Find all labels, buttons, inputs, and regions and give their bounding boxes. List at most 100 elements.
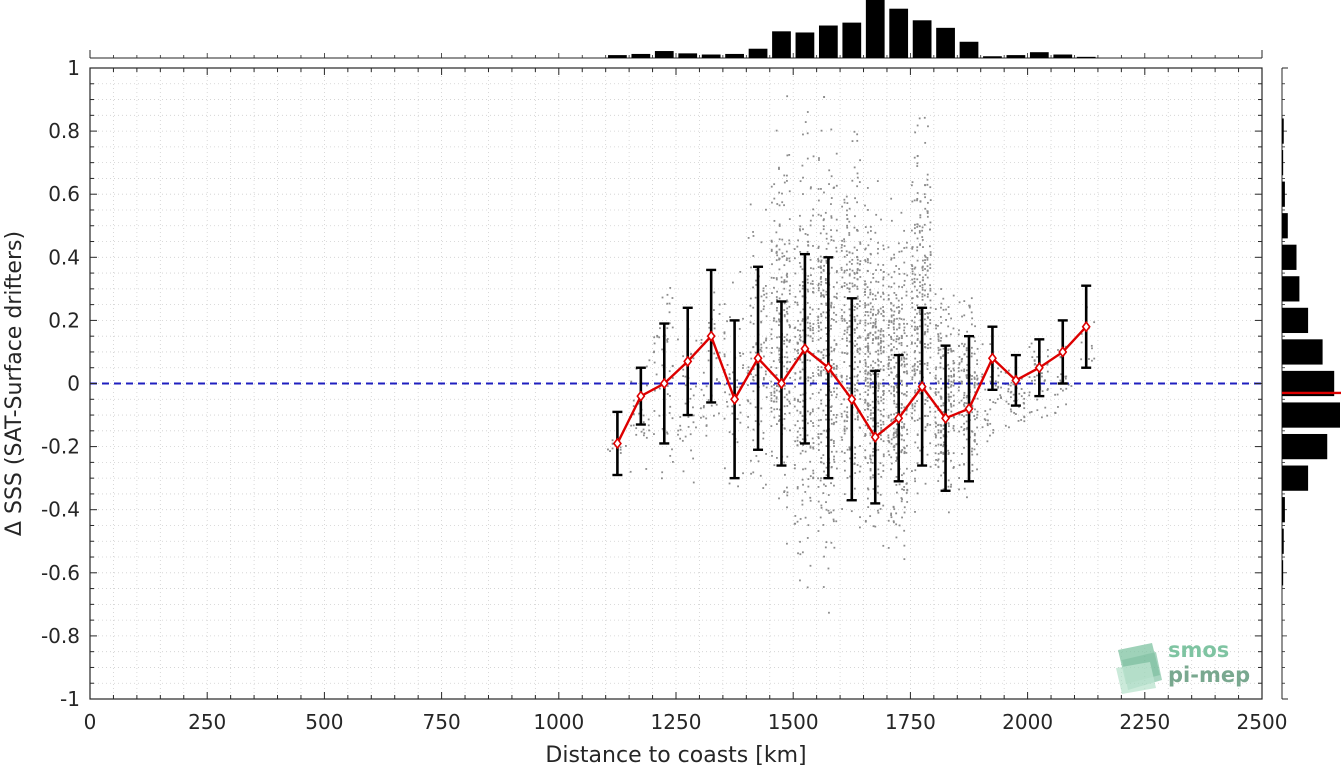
- scatter-point: [960, 369, 963, 372]
- scatter-point: [830, 304, 832, 307]
- scatter-point: [895, 338, 898, 340]
- scatter-point: [890, 371, 893, 374]
- scatter-point: [976, 378, 979, 381]
- scatter-point: [809, 397, 812, 400]
- scatter-point: [1054, 411, 1056, 414]
- scatter-point: [840, 415, 843, 418]
- scatter-point: [963, 446, 965, 449]
- scatter-point: [916, 124, 919, 127]
- scatter-point: [820, 457, 823, 459]
- scatter-point: [825, 232, 828, 235]
- scatter-point: [911, 297, 913, 300]
- top-histogram-bar: [912, 20, 932, 58]
- scatter-point: [923, 283, 926, 286]
- scatter-point: [710, 404, 713, 407]
- scatter-point: [788, 400, 791, 403]
- scatter-point: [781, 201, 784, 204]
- scatter-point: [872, 273, 874, 275]
- scatter-point: [820, 419, 822, 421]
- scatter-point: [882, 398, 885, 401]
- scatter-point: [661, 427, 664, 430]
- scatter-point: [658, 414, 661, 417]
- scatter-point: [643, 432, 646, 435]
- scatter-point: [661, 364, 664, 367]
- scatter-point: [870, 281, 872, 284]
- scatter-point: [882, 309, 885, 312]
- scatter-point: [781, 255, 784, 258]
- scatter-point: [911, 334, 913, 337]
- scatter-point: [799, 452, 802, 455]
- scatter-point: [901, 449, 904, 451]
- scatter-point: [824, 279, 827, 281]
- scatter-point: [820, 283, 822, 286]
- scatter-point: [890, 302, 893, 305]
- scatter-point: [887, 294, 890, 297]
- scatter-point: [923, 116, 926, 119]
- scatter-point: [1091, 347, 1093, 350]
- top-histogram-bar: [1053, 54, 1073, 58]
- scatter-point: [898, 323, 901, 326]
- scatter-point: [882, 306, 884, 308]
- scatter-point: [903, 452, 906, 455]
- scatter-point: [903, 446, 905, 449]
- scatter-point: [825, 304, 828, 306]
- scatter-point: [817, 419, 820, 422]
- scatter-point: [913, 364, 916, 367]
- scatter-point: [827, 494, 830, 496]
- scatter-point: [895, 435, 898, 438]
- scatter-point: [870, 417, 872, 420]
- scatter-point: [818, 159, 820, 161]
- scatter-point: [900, 380, 903, 383]
- scatter-point: [867, 231, 869, 234]
- scatter-point: [875, 280, 878, 283]
- scatter-point: [799, 553, 802, 556]
- scatter-point: [762, 289, 765, 292]
- scatter-point: [911, 282, 914, 285]
- scatter-point: [830, 466, 833, 469]
- scatter-point: [859, 393, 861, 396]
- scatter-point: [794, 358, 796, 360]
- scatter-point: [785, 338, 788, 341]
- scatter-point: [869, 442, 872, 445]
- scatter-point: [934, 308, 937, 311]
- scatter-point: [882, 319, 885, 322]
- scatter-point: [893, 270, 896, 273]
- scatter-point: [843, 296, 846, 298]
- scatter-point: [858, 269, 861, 272]
- scatter-point: [910, 470, 913, 472]
- scatter-point: [892, 356, 895, 359]
- scatter-point: [871, 305, 874, 308]
- scatter-point: [871, 381, 874, 384]
- scatter-point: [856, 379, 859, 382]
- scatter-point: [841, 508, 843, 510]
- scatter-point: [797, 400, 799, 403]
- scatter-point: [937, 335, 940, 338]
- mean-marker: [636, 390, 646, 402]
- scatter-point: [843, 419, 846, 422]
- scatter-point: [858, 335, 861, 338]
- scatter-point: [864, 319, 867, 322]
- scatter-point: [997, 381, 1000, 384]
- scatter-point: [679, 428, 682, 431]
- scatter-point: [942, 347, 945, 350]
- scatter-point: [786, 95, 789, 98]
- scatter-point: [900, 450, 903, 453]
- scatter-point: [997, 374, 1000, 377]
- scatter-point: [867, 371, 870, 374]
- scatter-point: [879, 330, 882, 332]
- scatter-point: [817, 449, 820, 451]
- top-histogram-bar: [631, 53, 651, 58]
- scatter-point: [802, 193, 804, 195]
- scatter-point: [823, 191, 825, 194]
- scatter-point: [835, 373, 838, 376]
- scatter-point: [942, 404, 945, 407]
- scatter-point: [971, 470, 974, 472]
- scatter-point: [822, 454, 825, 456]
- scatter-point: [607, 448, 609, 451]
- scatter-point: [835, 250, 838, 253]
- scatter-point: [953, 429, 956, 432]
- scatter-point: [1046, 370, 1049, 373]
- scatter-point: [752, 231, 754, 233]
- scatter-point: [935, 422, 937, 425]
- scatter-point: [869, 476, 872, 479]
